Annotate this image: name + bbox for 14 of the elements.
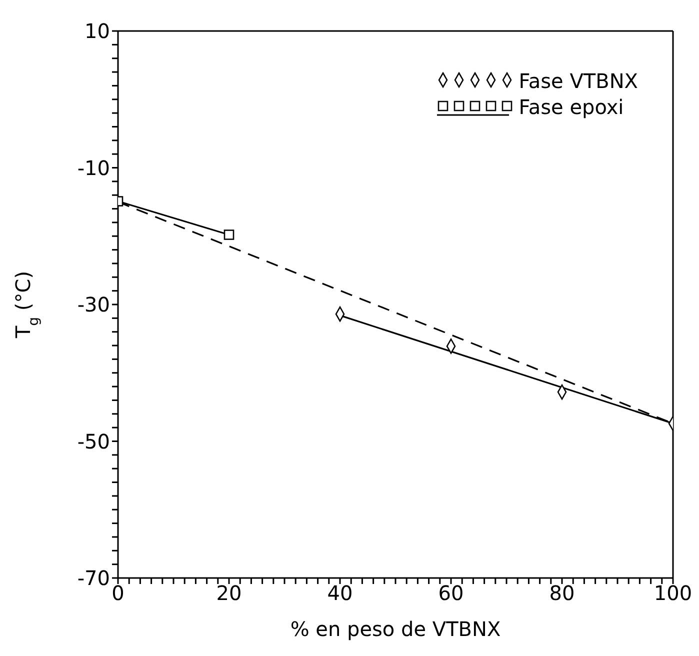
legend-label: Fase epoxi <box>518 94 624 120</box>
x-axis-title: % en peso de VTBNX <box>290 617 501 641</box>
x-tick-label: 60 <box>438 581 464 606</box>
legend-label: Fase VTBNX <box>518 68 638 94</box>
y-tick-label: 10 <box>84 19 110 44</box>
x-tick-label: 40 <box>327 581 353 606</box>
y-tick-label: -30 <box>77 292 110 317</box>
x-tick-label: 80 <box>549 581 575 606</box>
x-tick-label: 20 <box>216 581 242 606</box>
y-tick-label: -50 <box>77 429 110 454</box>
y-tick-label: -10 <box>77 156 110 180</box>
x-tick-label: 100 <box>654 581 692 606</box>
x-tick-label: 0 <box>112 581 124 606</box>
y-tick-label: -70 <box>77 566 110 590</box>
